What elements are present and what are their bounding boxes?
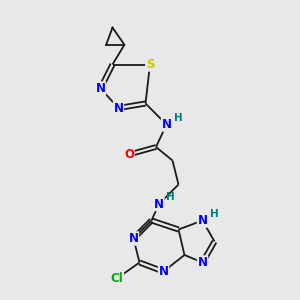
Text: H: H	[209, 209, 218, 219]
Text: N: N	[158, 265, 169, 278]
Text: N: N	[95, 82, 106, 95]
Text: N: N	[113, 101, 124, 115]
Text: N: N	[197, 256, 208, 269]
Text: H: H	[166, 192, 175, 203]
Text: O: O	[124, 148, 134, 161]
Text: N: N	[197, 214, 208, 227]
Text: N: N	[128, 232, 139, 245]
Text: Cl: Cl	[111, 272, 123, 285]
Text: H: H	[173, 113, 182, 123]
Text: S: S	[146, 58, 154, 71]
Text: N: N	[154, 197, 164, 211]
Text: N: N	[161, 118, 172, 131]
